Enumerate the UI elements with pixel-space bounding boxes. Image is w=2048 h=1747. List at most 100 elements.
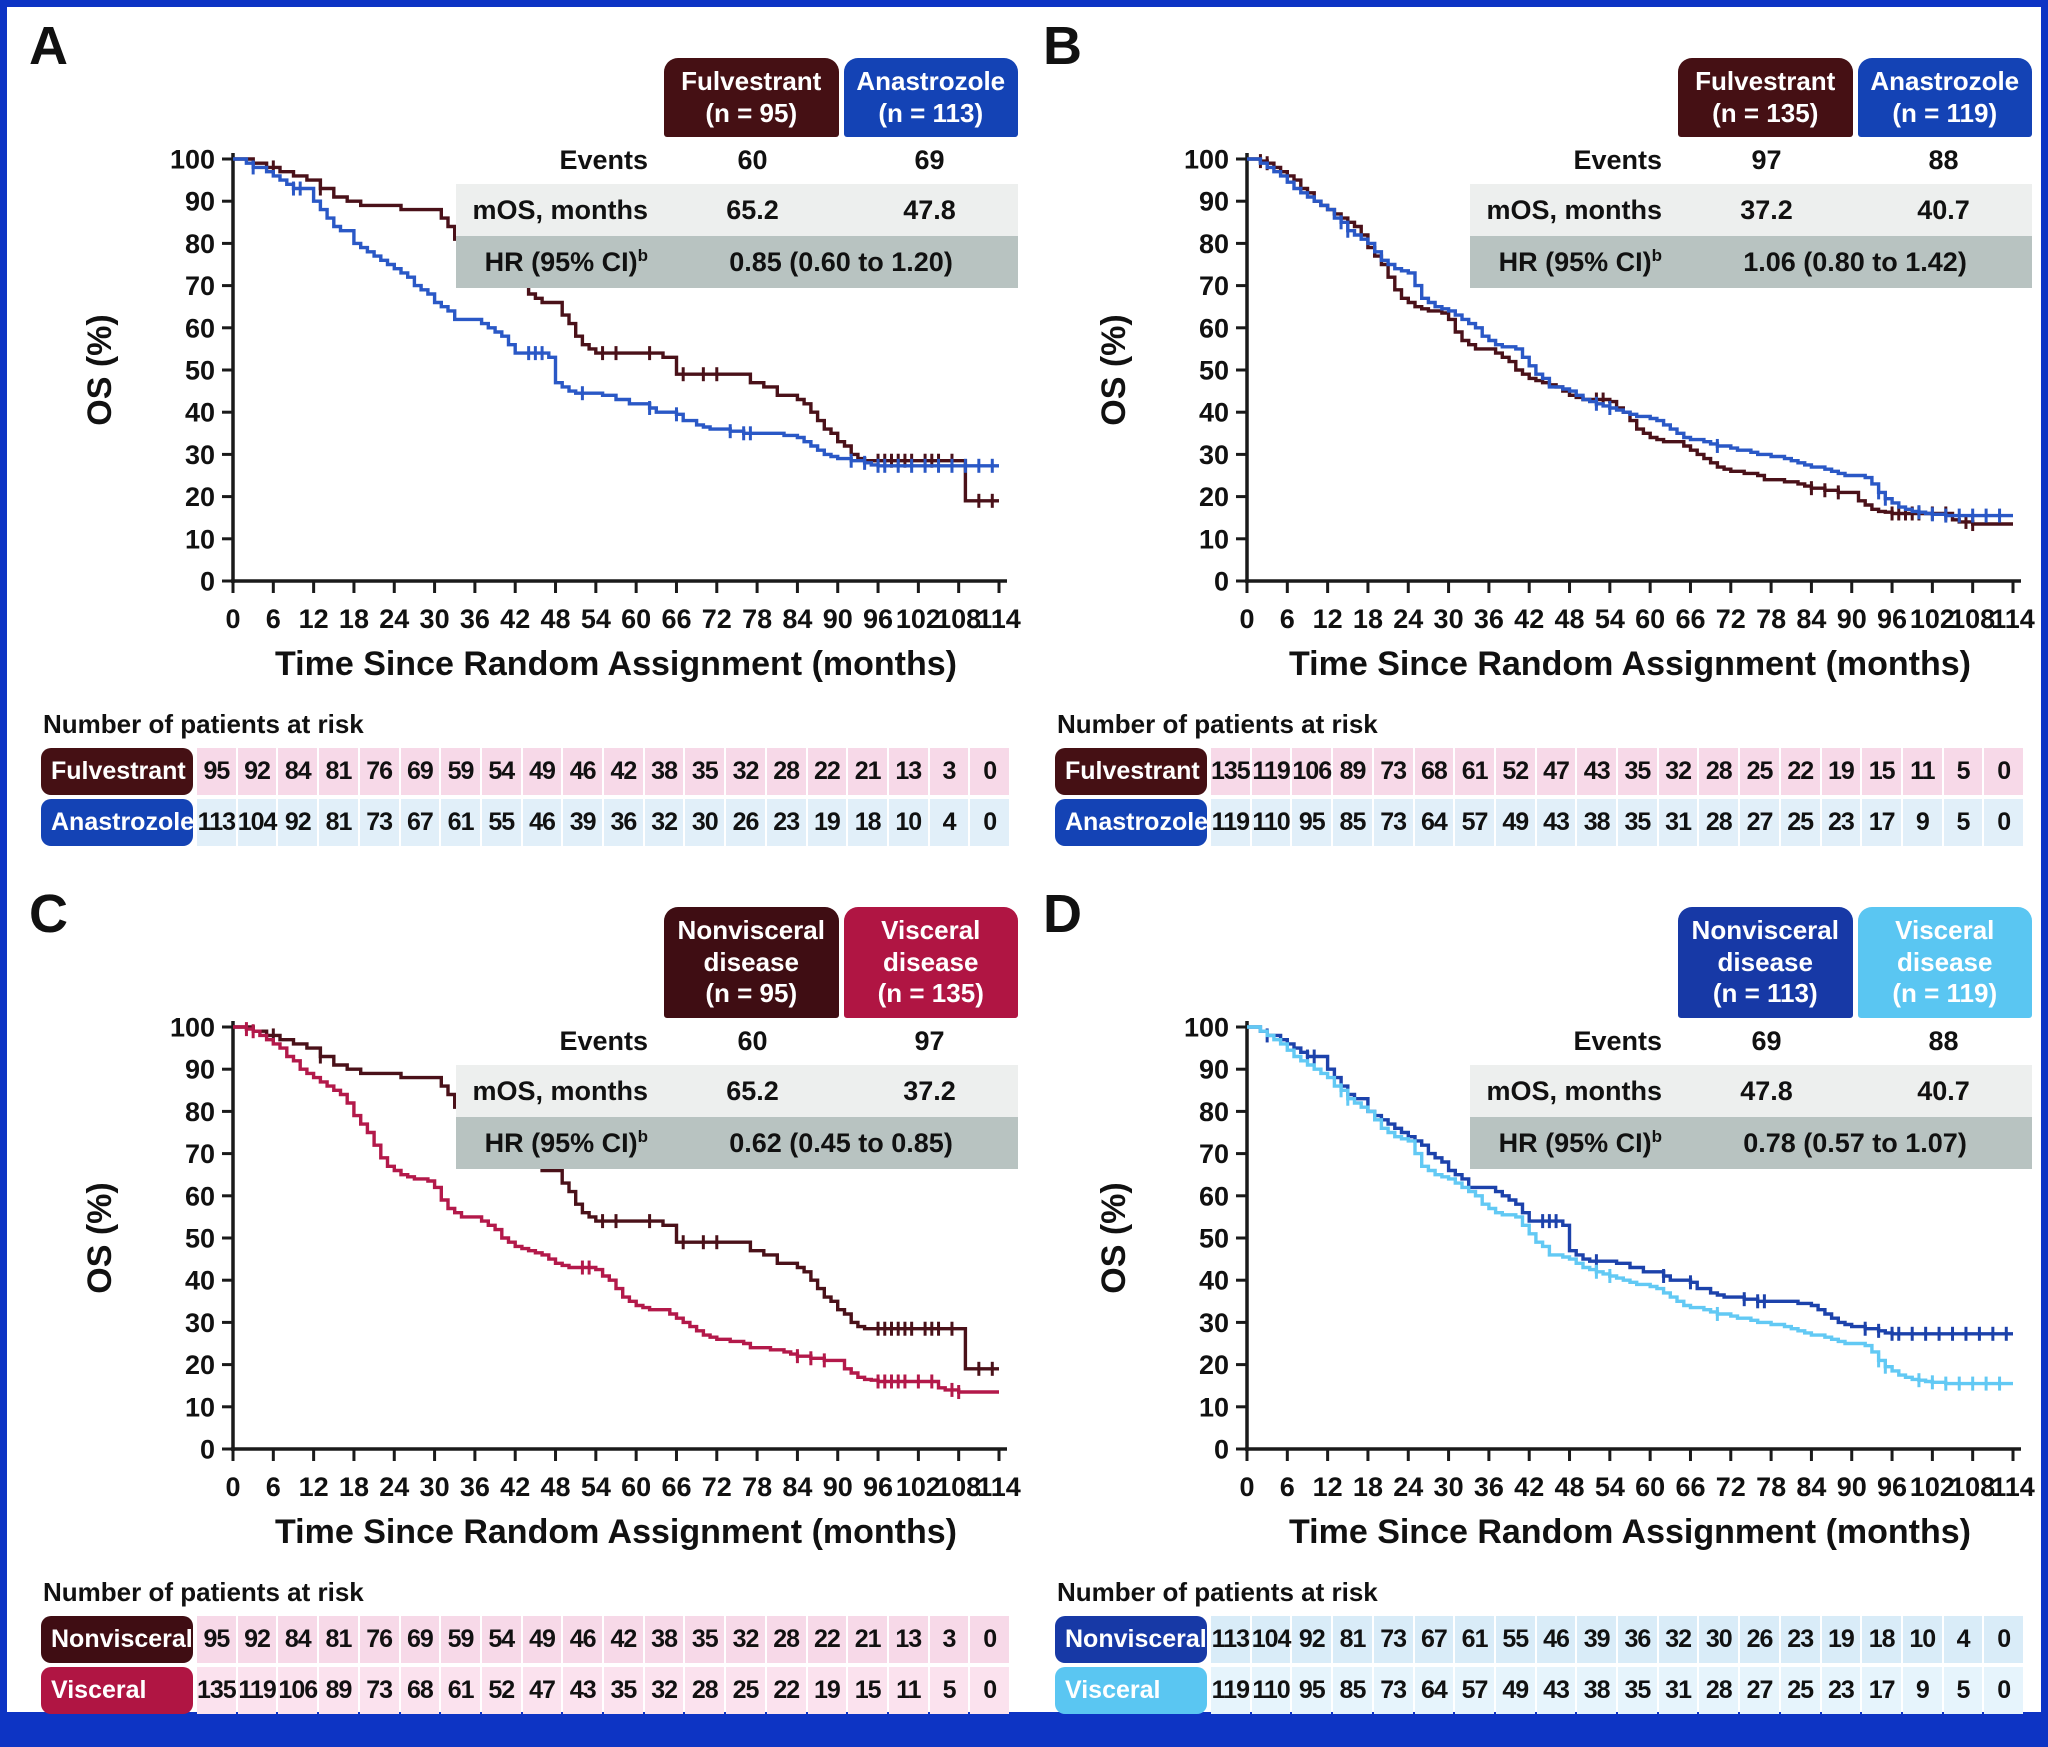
group-title: Nonvisceral disease [1691,915,1839,977]
svg-text:100: 100 [1184,144,1229,174]
risk-count: 81 [319,799,358,846]
mos-row: mOS, months 65.2 47.8 [456,184,1018,237]
hr-label: HR (95% CI)b [1498,246,1662,278]
svg-text:30: 30 [420,604,450,634]
svg-text:0: 0 [1214,566,1229,596]
hr-label: HR (95% CI)b [1498,1127,1662,1159]
risk-count: 28 [1699,799,1739,846]
risk-count: 68 [400,1667,440,1714]
events-row: Events 97 88 [1470,137,2032,184]
svg-text:70: 70 [1199,271,1229,301]
group-chip: Nonvisceral disease (n = 95) [664,907,839,1019]
risk-count: 31 [1658,1667,1698,1714]
risk-row-label: Visceral [41,1667,193,1714]
svg-text:100: 100 [170,1012,215,1042]
events-value: 69 [914,145,945,176]
svg-text:60: 60 [1199,313,1229,343]
svg-text:6: 6 [266,604,281,634]
svg-text:48: 48 [1555,604,1585,634]
events-row: Events 69 88 [1470,1018,2032,1065]
risk-count: 119 [1251,748,1291,795]
svg-text:84: 84 [1796,604,1826,634]
risk-count: 27 [1740,1667,1779,1714]
risk-count: 84 [278,1616,318,1663]
risk-count: 61 [1455,1616,1494,1663]
svg-text:20: 20 [1199,482,1229,512]
svg-text:24: 24 [1393,1472,1423,1502]
risk-count: 43 [1536,799,1576,846]
risk-count: 52 [1495,748,1535,795]
risk-count: 9 [1902,799,1942,846]
hr-label: HR (95% CI)b [484,1127,648,1159]
risk-count: 73 [1373,748,1413,795]
svg-text:70: 70 [185,1139,215,1169]
group-title: Visceral disease [1895,915,1995,977]
events-label: Events [559,145,648,176]
mos-label: mOS, months [1486,194,1662,225]
svg-text:102: 102 [1910,604,1955,634]
risk-count: 25 [726,1667,765,1714]
svg-text:80: 80 [1199,1097,1229,1127]
risk-counts: 95 92 84 81 76 69 59 54 49 46 42 38 35 32 28 22 21 13 3 0 [197,1616,1010,1663]
risk-count: 13 [888,1616,928,1663]
risk-count: 43 [1577,748,1617,795]
svg-text:30: 30 [185,1308,215,1338]
risk-count: 38 [644,1616,684,1663]
risk-count: 42 [604,1616,643,1663]
events-label: Events [1573,1026,1662,1057]
risk-count: 31 [1658,799,1698,846]
mos-value: 40.7 [1917,1075,1970,1106]
risk-count: 22 [766,1667,806,1714]
risk-count: 61 [1455,748,1494,795]
svg-text:0: 0 [225,604,240,634]
risk-counts: 113 104 92 81 73 67 61 55 46 39 36 32 30 26 23 19 18 10 4 0 [1211,1616,2024,1663]
risk-count: 4 [929,799,969,846]
hr-row: HR (95% CI)b 0.85 (0.60 to 1.20) [456,236,1018,289]
stats-table: Nonvisceral disease (n = 113) Visceral d… [1470,907,2032,1170]
svg-text:100: 100 [170,144,215,174]
svg-text:0: 0 [200,1434,215,1464]
panel-letter: D [1043,884,1082,944]
risk-table: Number of patients at risk Fulvestrant 1… [1055,709,2024,850]
svg-text:108: 108 [1950,604,1995,634]
svg-text:114: 114 [1991,604,2035,634]
svg-text:66: 66 [1675,604,1705,634]
risk-count: 0 [970,799,1010,846]
risk-count: 4 [1943,1616,1983,1663]
risk-table: Number of patients at risk Nonvisceral 9… [41,1577,1010,1718]
events-value: 60 [737,145,768,176]
risk-row: Visceral 119 110 95 85 73 64 57 49 43 38 35 31 28 27 2… [1055,1667,2024,1714]
panel-a: 0 10 20 30 40 50 60 70 80 90 100 0 6 12 18 24 30 36 42 48 54… [11,11,1023,871]
risk-count: 39 [563,799,603,846]
risk-row: Anastrozole 119 110 95 85 73 64 57 49 43 38 35 31 28… [1055,799,2024,846]
risk-count: 95 [197,748,236,795]
risk-count: 25 [1780,1667,1820,1714]
risk-count: 38 [1577,1667,1617,1714]
group-chip-row: Fulvestrant (n = 95) Anastrozole (n = 11… [664,58,1018,138]
svg-text:108: 108 [936,604,981,634]
risk-count: 89 [1333,748,1372,795]
svg-text:18: 18 [339,1472,369,1502]
risk-row-label: Fulvestrant [1055,748,1207,795]
svg-text:48: 48 [1555,1472,1585,1502]
risk-count: 18 [848,799,887,846]
risk-count: 22 [1780,748,1820,795]
group-n: (n = 119) [1892,978,1998,1009]
group-n: (n = 113) [878,97,984,128]
risk-count: 35 [1618,748,1657,795]
svg-text:18: 18 [339,604,369,634]
risk-count: 36 [604,799,643,846]
risk-heading: Number of patients at risk [1057,1577,1378,1607]
svg-text:78: 78 [1756,604,1786,634]
svg-text:0: 0 [200,566,215,596]
risk-count: 67 [1414,1616,1454,1663]
risk-count: 68 [1414,748,1454,795]
svg-text:90: 90 [185,1055,215,1085]
svg-text:OS (%): OS (%) [1095,1182,1133,1293]
risk-count: 28 [685,1667,725,1714]
svg-text:66: 66 [1675,1472,1705,1502]
mos-label: mOS, months [472,1075,648,1106]
svg-text:10: 10 [185,524,215,554]
events-value: 60 [737,1026,768,1057]
risk-count: 84 [278,748,318,795]
